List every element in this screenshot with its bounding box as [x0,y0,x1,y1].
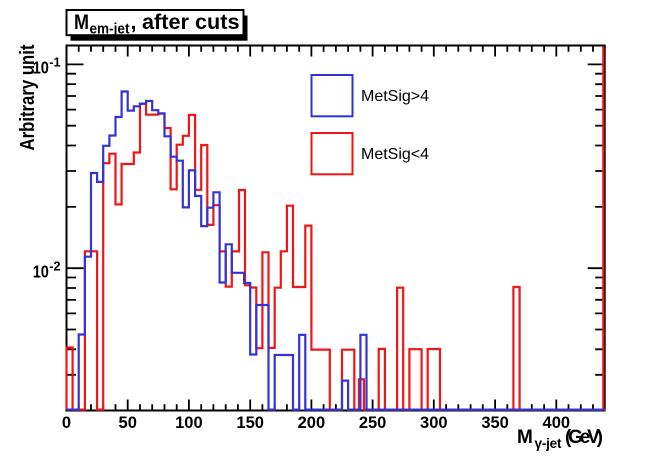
svg-text:150: 150 [236,414,264,432]
svg-text:50: 50 [119,414,137,432]
svg-text:-1: -1 [49,56,60,70]
svg-text:after cuts: after cuts [142,10,240,34]
svg-text:0: 0 [62,414,71,432]
svg-text:100: 100 [175,414,203,432]
svg-text:em-jet: em-jet [90,22,130,38]
svg-text:MetSig<4: MetSig<4 [361,146,429,163]
svg-text:200: 200 [298,414,326,432]
svg-text:10: 10 [33,262,49,282]
svg-text:350: 350 [481,414,509,432]
svg-text:Arbitrary unit: Arbitrary unit [16,44,39,150]
svg-text:-2: -2 [49,259,60,273]
svg-text:M: M [74,10,89,34]
svg-text:(GeV): (GeV) [565,427,603,448]
svg-text:,: , [131,10,137,34]
svg-text:M: M [517,427,533,448]
svg-text:400: 400 [543,414,571,432]
svg-text:MetSig>4: MetSig>4 [361,88,429,105]
svg-text:250: 250 [359,414,387,432]
svg-text:300: 300 [420,414,448,432]
svg-text:γ-jet: γ-jet [535,436,563,451]
svg-text:10: 10 [33,58,49,78]
